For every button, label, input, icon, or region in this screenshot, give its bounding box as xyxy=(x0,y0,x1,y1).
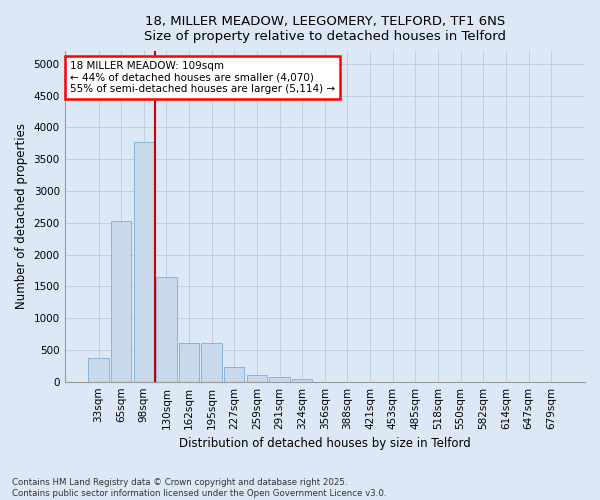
Text: 18 MILLER MEADOW: 109sqm
← 44% of detached houses are smaller (4,070)
55% of sem: 18 MILLER MEADOW: 109sqm ← 44% of detach… xyxy=(70,61,335,94)
Bar xyxy=(111,221,131,382)
Bar xyxy=(269,377,290,382)
Y-axis label: Number of detached properties: Number of detached properties xyxy=(15,124,28,310)
Text: Contains HM Land Registry data © Crown copyright and database right 2025.
Contai: Contains HM Land Registry data © Crown c… xyxy=(12,478,386,498)
Bar xyxy=(179,343,199,382)
Bar xyxy=(224,367,244,382)
Bar xyxy=(134,142,154,382)
Bar xyxy=(156,277,176,382)
Title: 18, MILLER MEADOW, LEEGOMERY, TELFORD, TF1 6NS
Size of property relative to deta: 18, MILLER MEADOW, LEEGOMERY, TELFORD, T… xyxy=(144,15,506,43)
X-axis label: Distribution of detached houses by size in Telford: Distribution of detached houses by size … xyxy=(179,437,471,450)
Bar xyxy=(88,358,109,382)
Bar xyxy=(247,374,267,382)
Bar xyxy=(202,343,222,382)
Bar xyxy=(292,378,313,382)
